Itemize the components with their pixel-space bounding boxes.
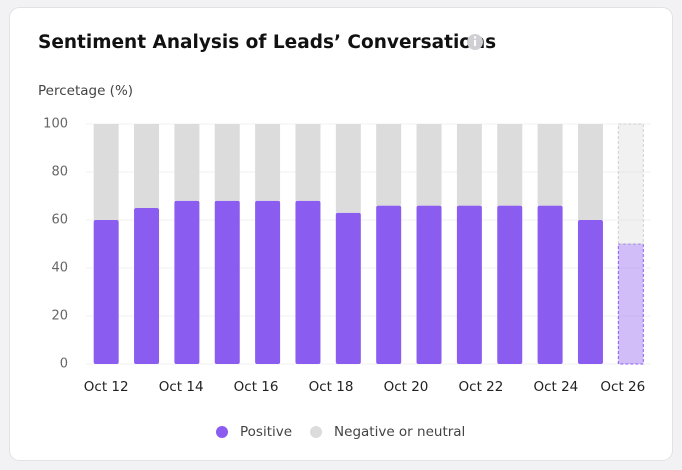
bar-segment xyxy=(617,123,644,245)
chart-title: Sentiment Analysis of Leads’ Conversatio… xyxy=(38,32,496,53)
bar-segment xyxy=(93,220,119,364)
y-tick-label: 0 xyxy=(60,357,68,372)
bar-segment xyxy=(134,208,160,364)
bar-segment xyxy=(376,124,402,206)
y-axis-label: Percetage (%) xyxy=(38,83,133,99)
bar-segment xyxy=(134,124,160,208)
bar-segment xyxy=(255,124,281,201)
bar-segment xyxy=(295,124,321,201)
bar-segment xyxy=(295,200,321,364)
bar-segment xyxy=(617,243,644,365)
y-tick-label: 60 xyxy=(51,213,68,228)
bar-segment xyxy=(174,200,200,364)
x-tick-label: Oct 20 xyxy=(384,379,429,395)
x-tick-label: Oct 12 xyxy=(84,379,129,395)
legend-swatch xyxy=(310,426,323,438)
bar-segment xyxy=(376,205,402,364)
bar-segment xyxy=(456,205,482,364)
bar-segment xyxy=(255,200,281,364)
bar-segment xyxy=(497,124,523,206)
bar-segment xyxy=(577,124,603,220)
bar-segment xyxy=(497,205,523,364)
y-tick-label: 40 xyxy=(51,261,68,276)
bar-segment xyxy=(577,220,603,364)
x-tick-label: Oct 14 xyxy=(159,379,204,395)
info-icon[interactable] xyxy=(467,34,483,50)
bar-segment xyxy=(93,124,119,220)
y-tick-label: 80 xyxy=(51,165,68,180)
bar-segment xyxy=(335,124,361,213)
x-tick-label: Oct 24 xyxy=(533,379,578,395)
legend-label: Positive xyxy=(240,424,292,440)
bar-segment xyxy=(416,205,442,364)
x-tick-label: Oct 22 xyxy=(459,379,504,395)
bar-segment xyxy=(456,124,482,206)
legend-item[interactable]: Negative or neutral xyxy=(310,424,465,440)
y-tick-label: 100 xyxy=(43,117,68,132)
bar-segment xyxy=(174,124,200,201)
legend-label: Negative or neutral xyxy=(334,424,465,440)
x-tick-label: Oct 26 xyxy=(600,379,645,395)
x-tick-label: Oct 16 xyxy=(234,379,279,395)
y-tick-label: 20 xyxy=(51,309,68,324)
bar-segment xyxy=(416,124,442,206)
legend: Positive Negative or neutral xyxy=(216,424,465,440)
bar-segment xyxy=(214,200,240,364)
legend-item[interactable]: Positive xyxy=(216,424,292,440)
bar-segment xyxy=(537,205,563,364)
bar-segment xyxy=(537,124,563,206)
bar-segment xyxy=(214,124,240,201)
legend-swatch xyxy=(216,426,228,438)
bar-segment xyxy=(335,212,361,364)
x-tick-label: Oct 18 xyxy=(309,379,354,395)
